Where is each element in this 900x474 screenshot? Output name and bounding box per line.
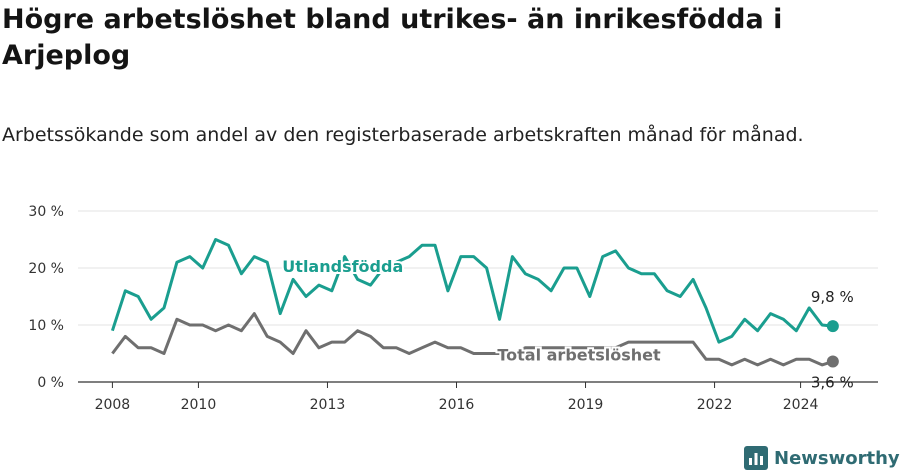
x-tick-label: 2019 (568, 397, 604, 413)
y-tick-label: 20 % (28, 261, 64, 277)
series-labels: 9,8 % Utlandsfödda 3,6 % Total arbetslöshet (280, 255, 854, 391)
series-end-value-label: 3,6 % (811, 373, 854, 391)
y-tick-label: 30 % (28, 204, 64, 220)
series-end-point (826, 320, 839, 333)
y-tick-label: 10 % (28, 318, 64, 334)
grid-lines (78, 210, 878, 326)
series-line-total (111, 312, 834, 367)
axes: 0 % 10 % 20 % 30 % 2008 2010 2013 2016 2019 2022 2… (28, 204, 878, 413)
series-line-utlandsfodda (110, 238, 833, 344)
series-name-label: Total arbetslöshet (497, 345, 661, 364)
brand-name: Newsworthy (774, 447, 900, 469)
series-name-label: Utlandsfödda (282, 257, 403, 276)
brand-logo: Newsworthy (744, 444, 900, 472)
x-tick-label: 2010 (181, 397, 217, 413)
series-end-point (826, 355, 839, 368)
x-tick-label: 2016 (439, 397, 475, 413)
chart-subtitle: Arbetssökande som andel av den registerb… (2, 124, 804, 146)
series-end-value-label: 9,8 % (811, 288, 854, 306)
bar-chart-logo-icon (744, 446, 768, 470)
series-lines (110, 238, 839, 368)
y-tick-label: 0 % (37, 375, 64, 391)
x-tick-label: 2013 (310, 397, 346, 413)
x-tick-label: 2008 (95, 397, 131, 413)
x-tick-label: 2022 (697, 397, 733, 413)
x-tick-label: 2024 (783, 397, 819, 413)
chart-title: Högre arbetslöshet bland utrikes- än inr… (2, 4, 783, 71)
